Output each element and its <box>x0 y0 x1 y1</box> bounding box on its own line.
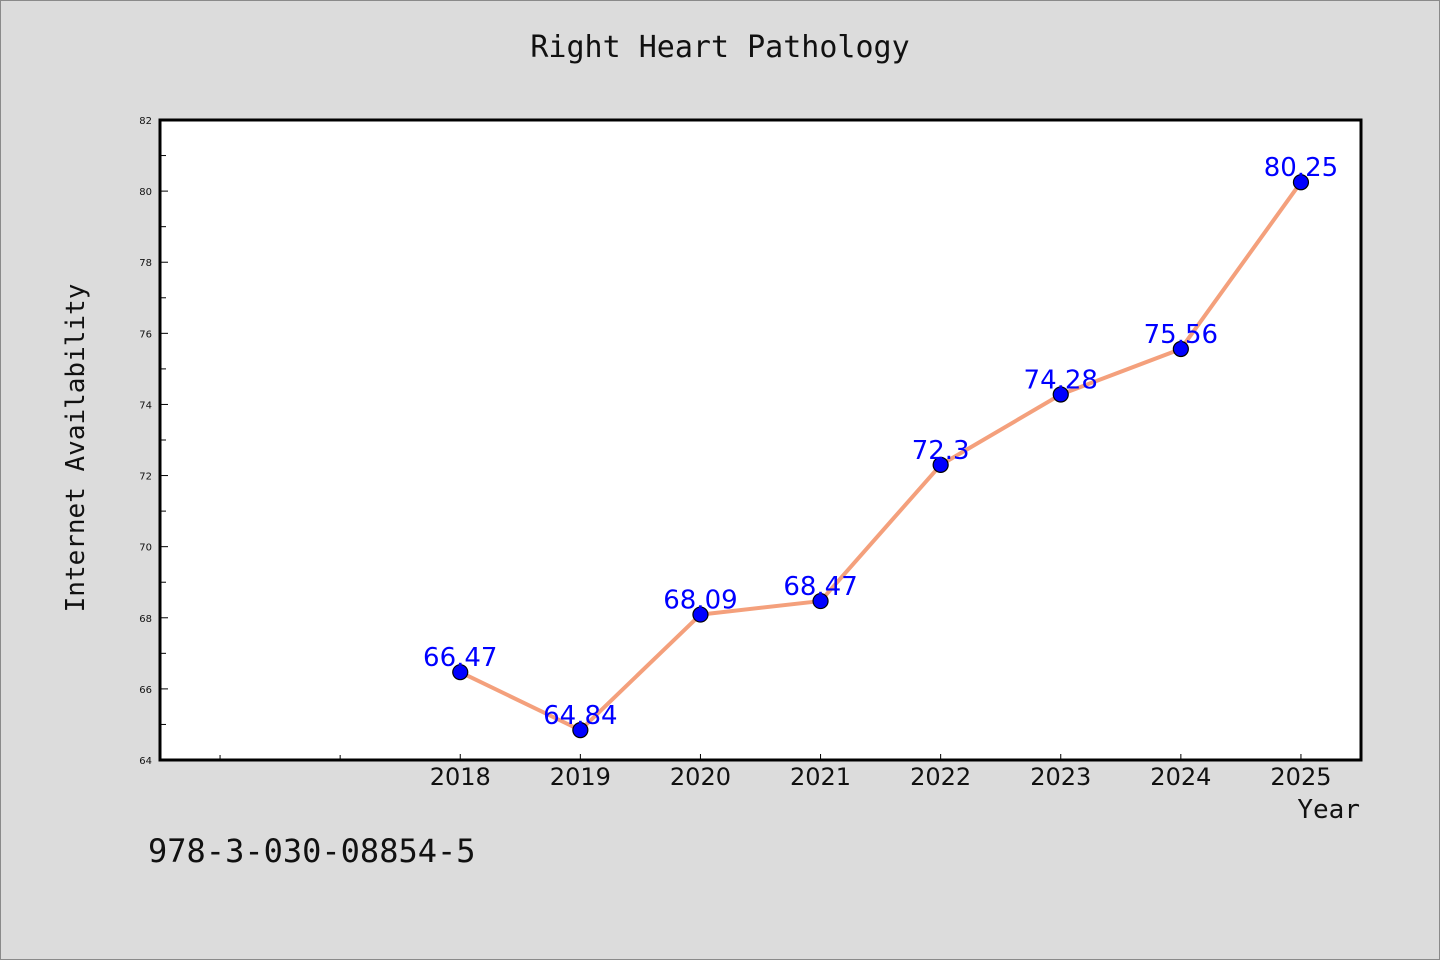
y-tick-label: 74 <box>139 400 152 411</box>
data-point <box>932 456 949 473</box>
y-tick-label: 72 <box>139 472 152 483</box>
isbn-text: 978-3-030-08854-5 <box>148 832 476 870</box>
data-label: 64.84 <box>543 701 617 731</box>
x-tick-label: 2021 <box>790 763 851 791</box>
data-label: 68.47 <box>783 572 857 602</box>
data-point <box>1172 340 1189 358</box>
y-tick-label: 70 <box>139 543 152 554</box>
data-point <box>452 664 469 681</box>
data-point <box>692 606 709 623</box>
data-point <box>1052 386 1069 403</box>
y-tick-label: 66 <box>139 685 152 696</box>
data-label: 68.09 <box>663 586 737 616</box>
data-point <box>1292 174 1310 191</box>
plot-area <box>160 120 1361 760</box>
plot-border <box>158 118 1363 762</box>
y-tick-label: 80 <box>139 187 152 198</box>
x-axis-label: Year <box>1297 795 1360 825</box>
x-tick-label: 2018 <box>430 763 491 791</box>
x-tick-label: 2024 <box>1150 763 1211 791</box>
y-tick-label: 76 <box>139 329 152 340</box>
data-point <box>812 592 829 610</box>
x-tick-label: 2023 <box>1030 763 1091 791</box>
y-tick-label: 78 <box>139 258 152 269</box>
data-label: 75.56 <box>1144 320 1218 350</box>
data-label: 74.28 <box>1024 365 1098 395</box>
data-label: 66.47 <box>423 643 497 673</box>
data-label: 72.3 <box>912 436 970 466</box>
y-tick-label: 64 <box>139 756 152 767</box>
y-tick-label: 82 <box>139 116 152 127</box>
data-label: 80.25 <box>1264 153 1338 183</box>
x-tick-label: 2025 <box>1270 763 1331 791</box>
x-tick-label: 2019 <box>550 763 611 791</box>
chart-title: Right Heart Pathology <box>530 30 910 65</box>
x-tick-label: 2022 <box>910 763 971 791</box>
series-line <box>458 180 1303 733</box>
y-tick-label: 68 <box>139 614 152 625</box>
x-tick-label: 2020 <box>670 763 731 791</box>
data-point <box>572 722 589 739</box>
